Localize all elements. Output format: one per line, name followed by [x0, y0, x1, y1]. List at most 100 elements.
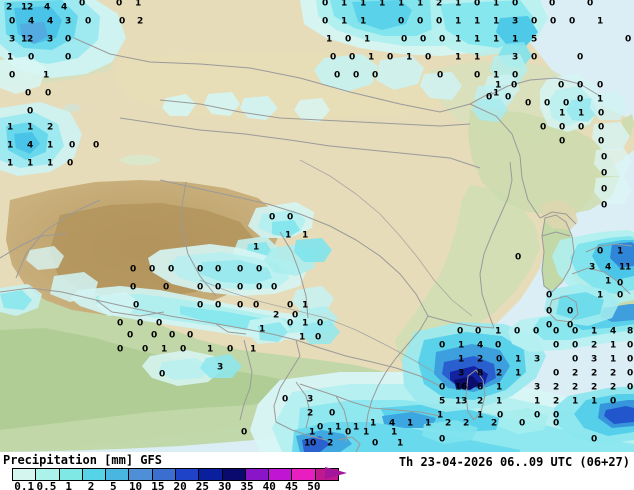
precip-value: 3: [307, 394, 313, 405]
precip-value: 0: [553, 340, 559, 351]
precip-value: 1: [578, 108, 584, 119]
precip-value: 4: [61, 2, 67, 13]
precip-value: 0: [282, 394, 288, 405]
precip-value: 1: [458, 340, 464, 351]
precip-value: 1: [302, 300, 308, 311]
scale-tick-label: 30: [218, 480, 232, 490]
precip-value: 0: [457, 326, 463, 337]
color-swatch[interactable]: [291, 469, 315, 480]
precip-value: 0: [116, 0, 122, 9]
precip-value: 1: [591, 396, 597, 407]
precip-value: 1: [363, 427, 369, 438]
precip-value: 2: [307, 408, 313, 419]
precip-value: 1: [161, 344, 167, 355]
color-swatch[interactable]: [81, 469, 106, 480]
precip-value: 0: [256, 264, 262, 275]
color-swatch[interactable]: [268, 469, 292, 480]
precip-value: 0: [133, 300, 139, 311]
precip-value: 0: [253, 300, 259, 311]
precip-value: 1: [493, 70, 499, 81]
precip-value: 1: [135, 0, 141, 9]
color-swatch[interactable]: [244, 469, 269, 480]
precip-value: 1: [474, 52, 480, 63]
color-swatch[interactable]: [105, 469, 129, 480]
precip-value: 0: [533, 326, 539, 337]
precip-value: 0: [79, 0, 85, 9]
precip-value: 2: [553, 396, 559, 407]
precip-value: 0: [237, 264, 243, 275]
precip-value: 3: [512, 52, 518, 63]
precip-value: 0: [67, 158, 73, 169]
precip-value: 0: [577, 52, 583, 63]
precip-value: 1: [417, 0, 423, 9]
precip-value: 0: [215, 282, 221, 293]
precip-value: 0: [436, 16, 442, 27]
precip-value: 1: [597, 16, 603, 27]
precip-value: 8: [477, 368, 483, 379]
precip-value: 0: [544, 98, 550, 109]
precip-value: 3: [65, 16, 71, 27]
scale-tick-label: 15: [151, 480, 165, 490]
scale-tick-label: 25: [195, 480, 210, 490]
precip-value: 1: [437, 410, 443, 421]
precip-value: 3: [458, 368, 464, 379]
precip-value: 0: [227, 344, 233, 355]
precip-value: 0: [163, 282, 169, 293]
precip-value: 1: [455, 16, 461, 27]
precip-value: 0: [197, 300, 203, 311]
precipitation-map[interactable]: 2 12 4 4 0 0 1 0 1 1 1 1 1 2 1 0 1 0 0 0 0 4 4 3 0 0 2 0 1 1 0 0 0 1 1 1 3 0 0…: [0, 0, 634, 452]
precip-value: 1: [572, 396, 578, 407]
precip-value: 0: [372, 438, 378, 449]
color-swatch[interactable]: [221, 469, 245, 480]
precip-value: 0: [601, 184, 607, 195]
color-swatch[interactable]: [151, 469, 175, 480]
precip-value: 0: [387, 52, 393, 63]
precip-value: 0: [156, 318, 162, 329]
precip-value: 1: [391, 427, 397, 438]
precip-value: 12: [21, 34, 33, 45]
precip-value: 0: [372, 70, 378, 81]
color-swatch[interactable]: [35, 469, 59, 480]
precip-value: 0: [549, 0, 555, 9]
color-swatch[interactable]: [128, 469, 152, 480]
precip-value: 0: [127, 330, 133, 341]
precip-value: 0: [25, 88, 31, 99]
color-swatch[interactable]: [13, 469, 36, 480]
color-swatch[interactable]: [198, 469, 222, 480]
precip-value: 2: [591, 340, 597, 351]
precip-value: 0: [512, 0, 518, 9]
precip-value: 0: [85, 16, 91, 27]
precip-value: 0: [627, 340, 633, 351]
precip-value: 0: [292, 310, 298, 321]
precip-value: 1: [493, 88, 499, 99]
precip-value: 0: [329, 408, 335, 419]
precip-value: 4: [47, 16, 53, 27]
precip-value: 0: [514, 326, 520, 337]
precip-value: 0: [553, 410, 559, 421]
precip-value: 1: [341, 0, 347, 9]
precip-value: 0: [187, 330, 193, 341]
precip-value: 0: [546, 320, 552, 331]
precip-value: 0: [597, 80, 603, 91]
precip-value: 4: [610, 326, 616, 337]
precip-value: 0: [474, 70, 480, 81]
color-swatch[interactable]: [174, 469, 199, 480]
color-swatch[interactable]: [58, 469, 82, 480]
precip-value: 0: [197, 282, 203, 293]
precip-value: 0: [625, 34, 631, 45]
precip-value: 0: [531, 52, 537, 63]
precip-value: 0: [215, 264, 221, 275]
precip-value: 0: [345, 427, 351, 438]
forecast-timestamp: Th 23-04-2026 06..09 UTC (06+27): [398, 455, 630, 469]
precip-value: 1: [364, 34, 370, 45]
precip-value: 2: [477, 354, 483, 365]
borders-layer: [0, 37, 633, 452]
precip-value: 0: [287, 300, 293, 311]
precip-value: 1: [47, 158, 53, 169]
precip-value: 0: [271, 282, 277, 293]
precip-value: 0: [119, 16, 125, 27]
scale-tick-label: 0.1: [14, 480, 35, 490]
precip-value: 0: [334, 70, 340, 81]
precip-value: 1: [327, 427, 333, 438]
